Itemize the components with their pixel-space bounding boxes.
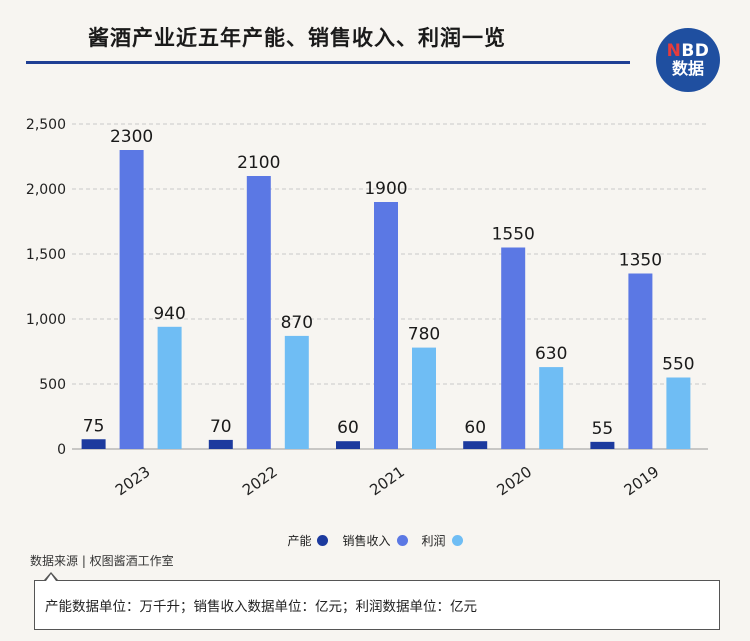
- bar-value-label-profit: 780: [408, 325, 440, 345]
- bar-capacity: [81, 439, 106, 449]
- bar-revenue: [501, 247, 526, 449]
- bar-value-label-capacity: 60: [464, 418, 486, 438]
- bar-value-label-capacity: 70: [210, 417, 232, 437]
- y-tick-label: 2,500: [26, 117, 66, 133]
- bar-profit: [666, 377, 691, 449]
- bar-chart: 0 500 1,000 1,500 2,000 2,500 75 2300 940 2023 70 2…: [26, 117, 708, 500]
- legend-label-capacity: 产能: [287, 534, 312, 548]
- bar-value-label-revenue: 1550: [492, 225, 535, 245]
- bar-value-label-capacity: 60: [337, 418, 359, 438]
- legend-swatch-capacity: [317, 535, 329, 546]
- logo-subtext: 数据: [671, 58, 704, 78]
- title-underline: [26, 61, 630, 64]
- logo-letter-n: N: [666, 40, 682, 61]
- x-tick-label: 2019: [621, 463, 663, 500]
- x-tick-label: 2021: [366, 463, 408, 500]
- y-tick-label: 0: [57, 442, 66, 458]
- bar-value-label-revenue: 2100: [237, 153, 280, 173]
- unit-note: 产能数据单位：万千升；销售收入数据单位：亿元；利润数据单位：亿元: [34, 580, 720, 630]
- legend-item-profit: 利润: [422, 532, 463, 549]
- chart-legend: 产能 销售收入 利润: [0, 532, 750, 549]
- bar-value-label-profit: 550: [662, 355, 694, 375]
- bar-revenue: [246, 176, 271, 449]
- y-tick-label: 1,500: [26, 247, 66, 263]
- bar-value-label-capacity: 75: [83, 416, 105, 436]
- bar-value-label-profit: 630: [535, 344, 567, 364]
- logo-letters-bd: BD: [681, 40, 710, 61]
- data-source: 数据来源 | 权图酱酒工作室: [30, 554, 174, 568]
- y-tick-label: 2,000: [26, 182, 66, 198]
- bar-revenue: [628, 273, 653, 449]
- bar-capacity: [208, 439, 233, 449]
- bar-value-label-profit: 870: [281, 313, 313, 333]
- legend-item-capacity: 产能: [287, 532, 329, 549]
- bar-capacity: [590, 441, 615, 449]
- bar-profit: [539, 367, 564, 449]
- legend-swatch-profit: [451, 535, 463, 546]
- x-tick-label: 2020: [494, 463, 536, 500]
- legend-swatch-revenue: [396, 535, 408, 546]
- y-tick-label: 500: [39, 377, 66, 393]
- legend-label-revenue: 销售收入: [342, 534, 391, 548]
- bar-capacity: [336, 441, 360, 449]
- bar-profit: [284, 335, 309, 449]
- bar-value-label-revenue: 1900: [364, 179, 407, 199]
- bar-value-label-revenue: 2300: [110, 127, 153, 147]
- bar-value-label-revenue: 1350: [619, 251, 662, 271]
- legend-item-revenue: 销售收入: [342, 532, 408, 549]
- bar-revenue: [374, 202, 398, 449]
- bar-value-label-capacity: 55: [592, 419, 614, 439]
- bar-profit: [412, 347, 436, 449]
- bar-capacity: [463, 441, 488, 449]
- x-tick-label: 2023: [112, 463, 154, 500]
- bar-profit: [157, 326, 182, 449]
- y-tick-label: 1,000: [26, 312, 66, 328]
- note-pointer-fill: [46, 574, 56, 581]
- bar-value-label-profit: 940: [153, 304, 185, 324]
- bar-revenue: [119, 150, 144, 449]
- x-tick-label: 2022: [239, 463, 281, 500]
- legend-label-profit: 利润: [421, 534, 446, 548]
- nbd-logo: NBD 数据: [656, 28, 720, 92]
- chart-title: 酱酒产业近五年产能、销售收入、利润一览: [88, 26, 506, 50]
